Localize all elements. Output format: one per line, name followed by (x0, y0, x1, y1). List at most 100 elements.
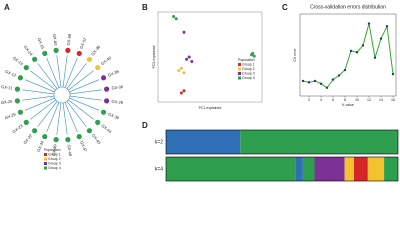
point (252, 54, 256, 58)
leaf-label: GX-13 (12, 55, 25, 66)
panel-label: A (4, 3, 10, 12)
segment (367, 157, 385, 181)
leaf-label: GX-35 (107, 68, 120, 77)
leaf-label: GX-15 (37, 37, 46, 50)
chart-title: Cross-validation errors distribution (310, 4, 386, 10)
legend-swatch (44, 166, 47, 170)
leaf-dot (14, 98, 20, 104)
leaf-label: GX-39 (90, 44, 101, 57)
point (307, 81, 311, 84)
point (331, 78, 335, 81)
leaf-dot (14, 86, 20, 92)
y-axis-label: CV error (293, 48, 297, 62)
legend-label: Group 1 (242, 62, 255, 66)
leaf-dot (100, 75, 107, 81)
point (179, 66, 183, 70)
point (337, 74, 341, 77)
leaf-dot (42, 133, 48, 140)
leaf-dot (86, 128, 92, 134)
leaf-label: GX-25 (4, 111, 17, 120)
leaf-label: GX-22 (22, 132, 33, 145)
legend-swatch (238, 72, 241, 75)
leaf-label: GX-47 (79, 140, 88, 153)
point (182, 89, 186, 93)
row-label: k=2 (155, 139, 163, 145)
x-tick-label: 14 (379, 98, 383, 102)
x-axis-label: K value (342, 103, 354, 107)
leaf-dot (104, 98, 110, 104)
point (391, 72, 395, 76)
leaf-label: GX-48 (66, 144, 73, 157)
legend-swatch (238, 63, 241, 66)
leaf-label: GX-36 (111, 84, 124, 91)
legend-swatch (44, 157, 47, 161)
branch (46, 102, 60, 133)
panel-label: D (142, 121, 148, 130)
branch (22, 89, 55, 95)
point (177, 69, 181, 72)
legend-title: Population (44, 148, 61, 152)
point (187, 55, 191, 59)
tree-center (53, 86, 71, 104)
leaf-label: GX-40 (100, 55, 113, 66)
branch (24, 79, 55, 93)
branch (56, 55, 62, 88)
branch (37, 101, 58, 127)
point (190, 60, 194, 63)
branch (68, 99, 94, 120)
branch (62, 55, 68, 88)
leaf-dot (100, 109, 107, 115)
point (343, 68, 347, 72)
segment (353, 157, 368, 181)
x-tick-label: 10 (355, 98, 359, 102)
legend-swatch (238, 76, 241, 80)
legend-swatch (44, 153, 47, 156)
leaf-dot (104, 86, 110, 92)
point (349, 49, 353, 53)
leaf-dot (23, 65, 29, 71)
legend-label: Group 2 (48, 157, 61, 161)
branch (69, 79, 100, 93)
segment (314, 157, 345, 181)
plot-frame (299, 13, 397, 97)
point (379, 37, 383, 40)
branch (66, 63, 87, 89)
segment (384, 157, 398, 181)
leaf-label: GX-58 (66, 33, 73, 46)
leaf-dot (53, 137, 59, 143)
point (172, 15, 176, 18)
leaf-dot (95, 119, 101, 125)
plot-frame (157, 11, 263, 103)
leaf-label: GX-23 (11, 123, 24, 134)
legend-label: Group 3 (242, 71, 255, 75)
line (302, 23, 394, 89)
legend-label: Group 4 (48, 166, 61, 170)
legend-label: Group 1 (48, 152, 61, 156)
x-axis-label: PC1 explained (199, 106, 222, 110)
leaf-label: GX-49 (51, 143, 58, 156)
leaf-dot (76, 50, 82, 57)
point (313, 79, 317, 83)
point (182, 30, 186, 34)
leaf-label: GX-12 (4, 69, 17, 78)
point (373, 56, 377, 59)
segment (166, 157, 296, 181)
point (174, 17, 178, 21)
y-axis-label: PC2 explained (152, 46, 156, 69)
legend-label: Group 3 (48, 161, 61, 165)
leaf-dot (17, 75, 24, 81)
x-tick-label: 4 (320, 98, 322, 102)
leaf-label: GX-57 (78, 36, 87, 49)
segment (295, 157, 303, 181)
branch (46, 57, 60, 88)
branch (22, 95, 55, 101)
leaf-dot (32, 128, 38, 134)
leaf-dot (65, 137, 71, 143)
branch (62, 102, 68, 135)
point (251, 51, 255, 55)
branch (30, 99, 56, 120)
legend-swatch (44, 162, 47, 165)
leaf-dot (65, 47, 71, 53)
leaf-label: GX-34 (36, 139, 45, 152)
leaf-label: GX-14 (23, 44, 34, 57)
